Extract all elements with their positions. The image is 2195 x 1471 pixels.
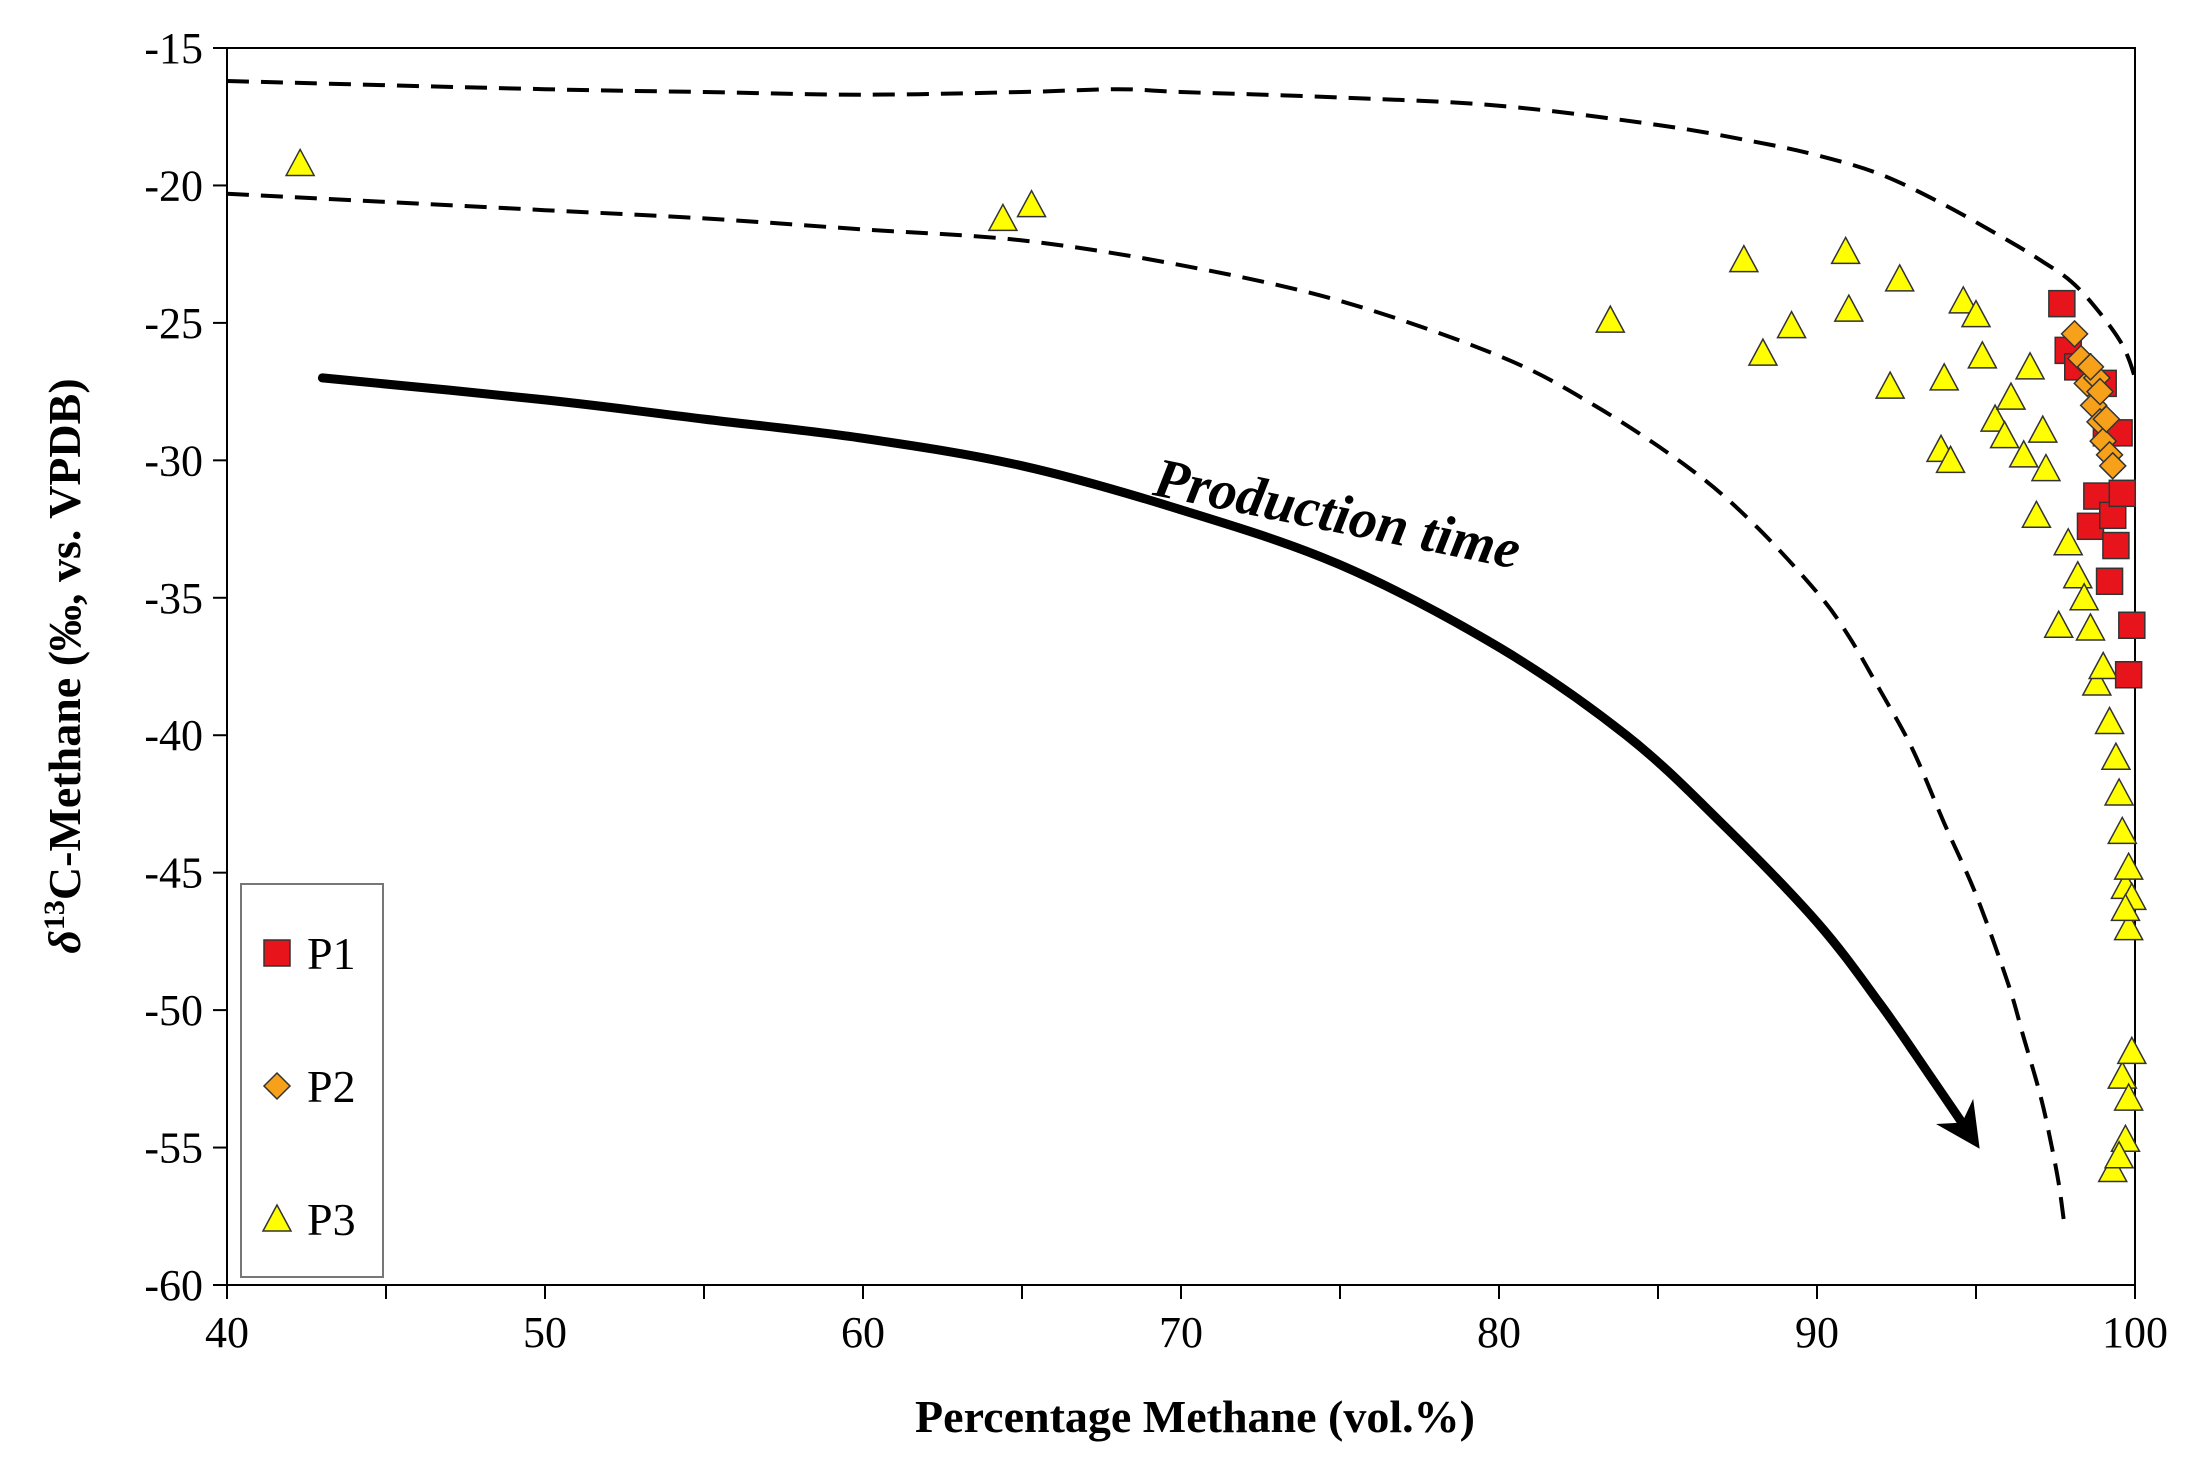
y-tick-label: -30	[144, 436, 203, 485]
p3-point	[2116, 1035, 2148, 1065]
p2-point	[2076, 352, 2105, 381]
p1-point	[2108, 479, 2137, 508]
p3-point	[2103, 1140, 2135, 1169]
y-tick-label: -40	[144, 711, 203, 760]
p3-point	[2110, 892, 2141, 922]
y-tick-label: -50	[144, 986, 203, 1035]
p3-point	[2008, 439, 2039, 468]
p3-point	[987, 202, 1019, 232]
x-tick-label: 40	[205, 1308, 249, 1357]
production-arrow-curve	[317, 373, 1980, 1149]
p3-point	[1967, 340, 1998, 369]
p3-point	[2075, 612, 2106, 641]
x-axis-title: Percentage Methane (vol.%)	[915, 1391, 1475, 1442]
p3-point	[1747, 337, 1779, 366]
p3-point	[2113, 851, 2144, 880]
plot-area	[226, 47, 2136, 1286]
p3-point	[1595, 304, 1626, 333]
x-tick-label: 100	[2102, 1308, 2168, 1357]
axes-layer: 40 50 60 70 80 90 100 -60 -55 -50 -45 -40 -35 -30 -25 -…	[144, 24, 2168, 1357]
curves-layer	[226, 79, 2137, 1231]
p3-point	[1979, 403, 2011, 432]
p3-point	[2062, 560, 2094, 589]
x-tick-label: 70	[1159, 1308, 1203, 1357]
legend-marker-p1	[263, 939, 291, 967]
p2-point	[2092, 405, 2121, 434]
p3-point	[1728, 244, 1760, 273]
p3-point	[2087, 650, 2119, 680]
y-axis-title-sup: 13	[38, 900, 71, 930]
y-tick-label: -55	[144, 1124, 203, 1173]
x-tick-label: 50	[523, 1308, 567, 1357]
legend-marker-p2	[262, 1071, 292, 1101]
p3-point	[2100, 741, 2132, 770]
legend-marker-p3	[261, 1203, 293, 1232]
y-tick-label: -35	[144, 574, 203, 623]
p3-point	[1935, 444, 1966, 474]
p3-point	[1830, 235, 1861, 265]
legend-label-p3: P3	[307, 1194, 356, 1245]
x-tick-label: 80	[1477, 1308, 1521, 1357]
legend-label-p1: P1	[307, 928, 356, 979]
lower-envelope-curve	[226, 191, 2067, 1231]
points-layer	[284, 147, 2148, 1183]
p1-point	[2095, 567, 2124, 596]
p3-point	[1948, 285, 1979, 314]
p3-point	[2113, 912, 2144, 941]
p3-point	[2094, 705, 2125, 735]
legend: P1 P2 P3	[240, 883, 384, 1278]
p3-point	[2027, 414, 2059, 443]
p3-point	[2043, 609, 2074, 639]
p3-point	[2107, 815, 2138, 845]
p3-point	[2081, 667, 2113, 696]
y-tick-label: -25	[144, 299, 203, 348]
y-axis-title-delta: δ	[39, 930, 90, 954]
p3-point	[1989, 420, 2020, 449]
p2-point	[2085, 377, 2115, 406]
p3-point	[2068, 582, 2100, 611]
p3-point	[2103, 777, 2135, 806]
y-tick-label: -15	[144, 24, 203, 73]
series-P3	[284, 147, 2148, 1183]
p3-point	[1928, 362, 1960, 391]
y-tick-label: -60	[144, 1261, 203, 1310]
upper-envelope-curve	[226, 79, 2137, 379]
p1-point	[2118, 611, 2146, 640]
p3-point	[2113, 1082, 2144, 1111]
p3-point	[284, 147, 316, 177]
y-tick-label: -45	[144, 849, 203, 898]
y-axis-title: δ13C-Methane (‰, vs. VPDB)	[38, 378, 91, 953]
y-tick-label: -20	[144, 161, 203, 210]
p3-point	[2014, 351, 2046, 380]
p3-point	[1833, 293, 1865, 322]
p3-point	[1874, 370, 1906, 399]
p3-point	[2107, 1060, 2138, 1089]
y-axis-title-rest: C-Methane (‰, vs. VPDB)	[39, 378, 90, 900]
p1-point	[2102, 531, 2130, 560]
p2-point	[2098, 451, 2127, 480]
x-tick-label: 90	[1795, 1308, 1839, 1357]
p1-point	[2048, 289, 2076, 318]
x-tick-label: 60	[841, 1308, 885, 1357]
p3-point	[1776, 310, 1807, 339]
p3-point	[2021, 499, 2052, 529]
p3-point	[2030, 452, 2062, 482]
p3-point	[2052, 527, 2084, 556]
p2-point	[2060, 319, 2089, 348]
p3-point	[1016, 189, 1047, 218]
series-P2	[2060, 319, 2127, 480]
p3-point	[1960, 299, 1992, 328]
legend-label-p2: P2	[307, 1061, 356, 1112]
p1-point	[2114, 660, 2143, 689]
p3-point	[1884, 263, 1915, 292]
p3-point	[1995, 381, 2027, 410]
